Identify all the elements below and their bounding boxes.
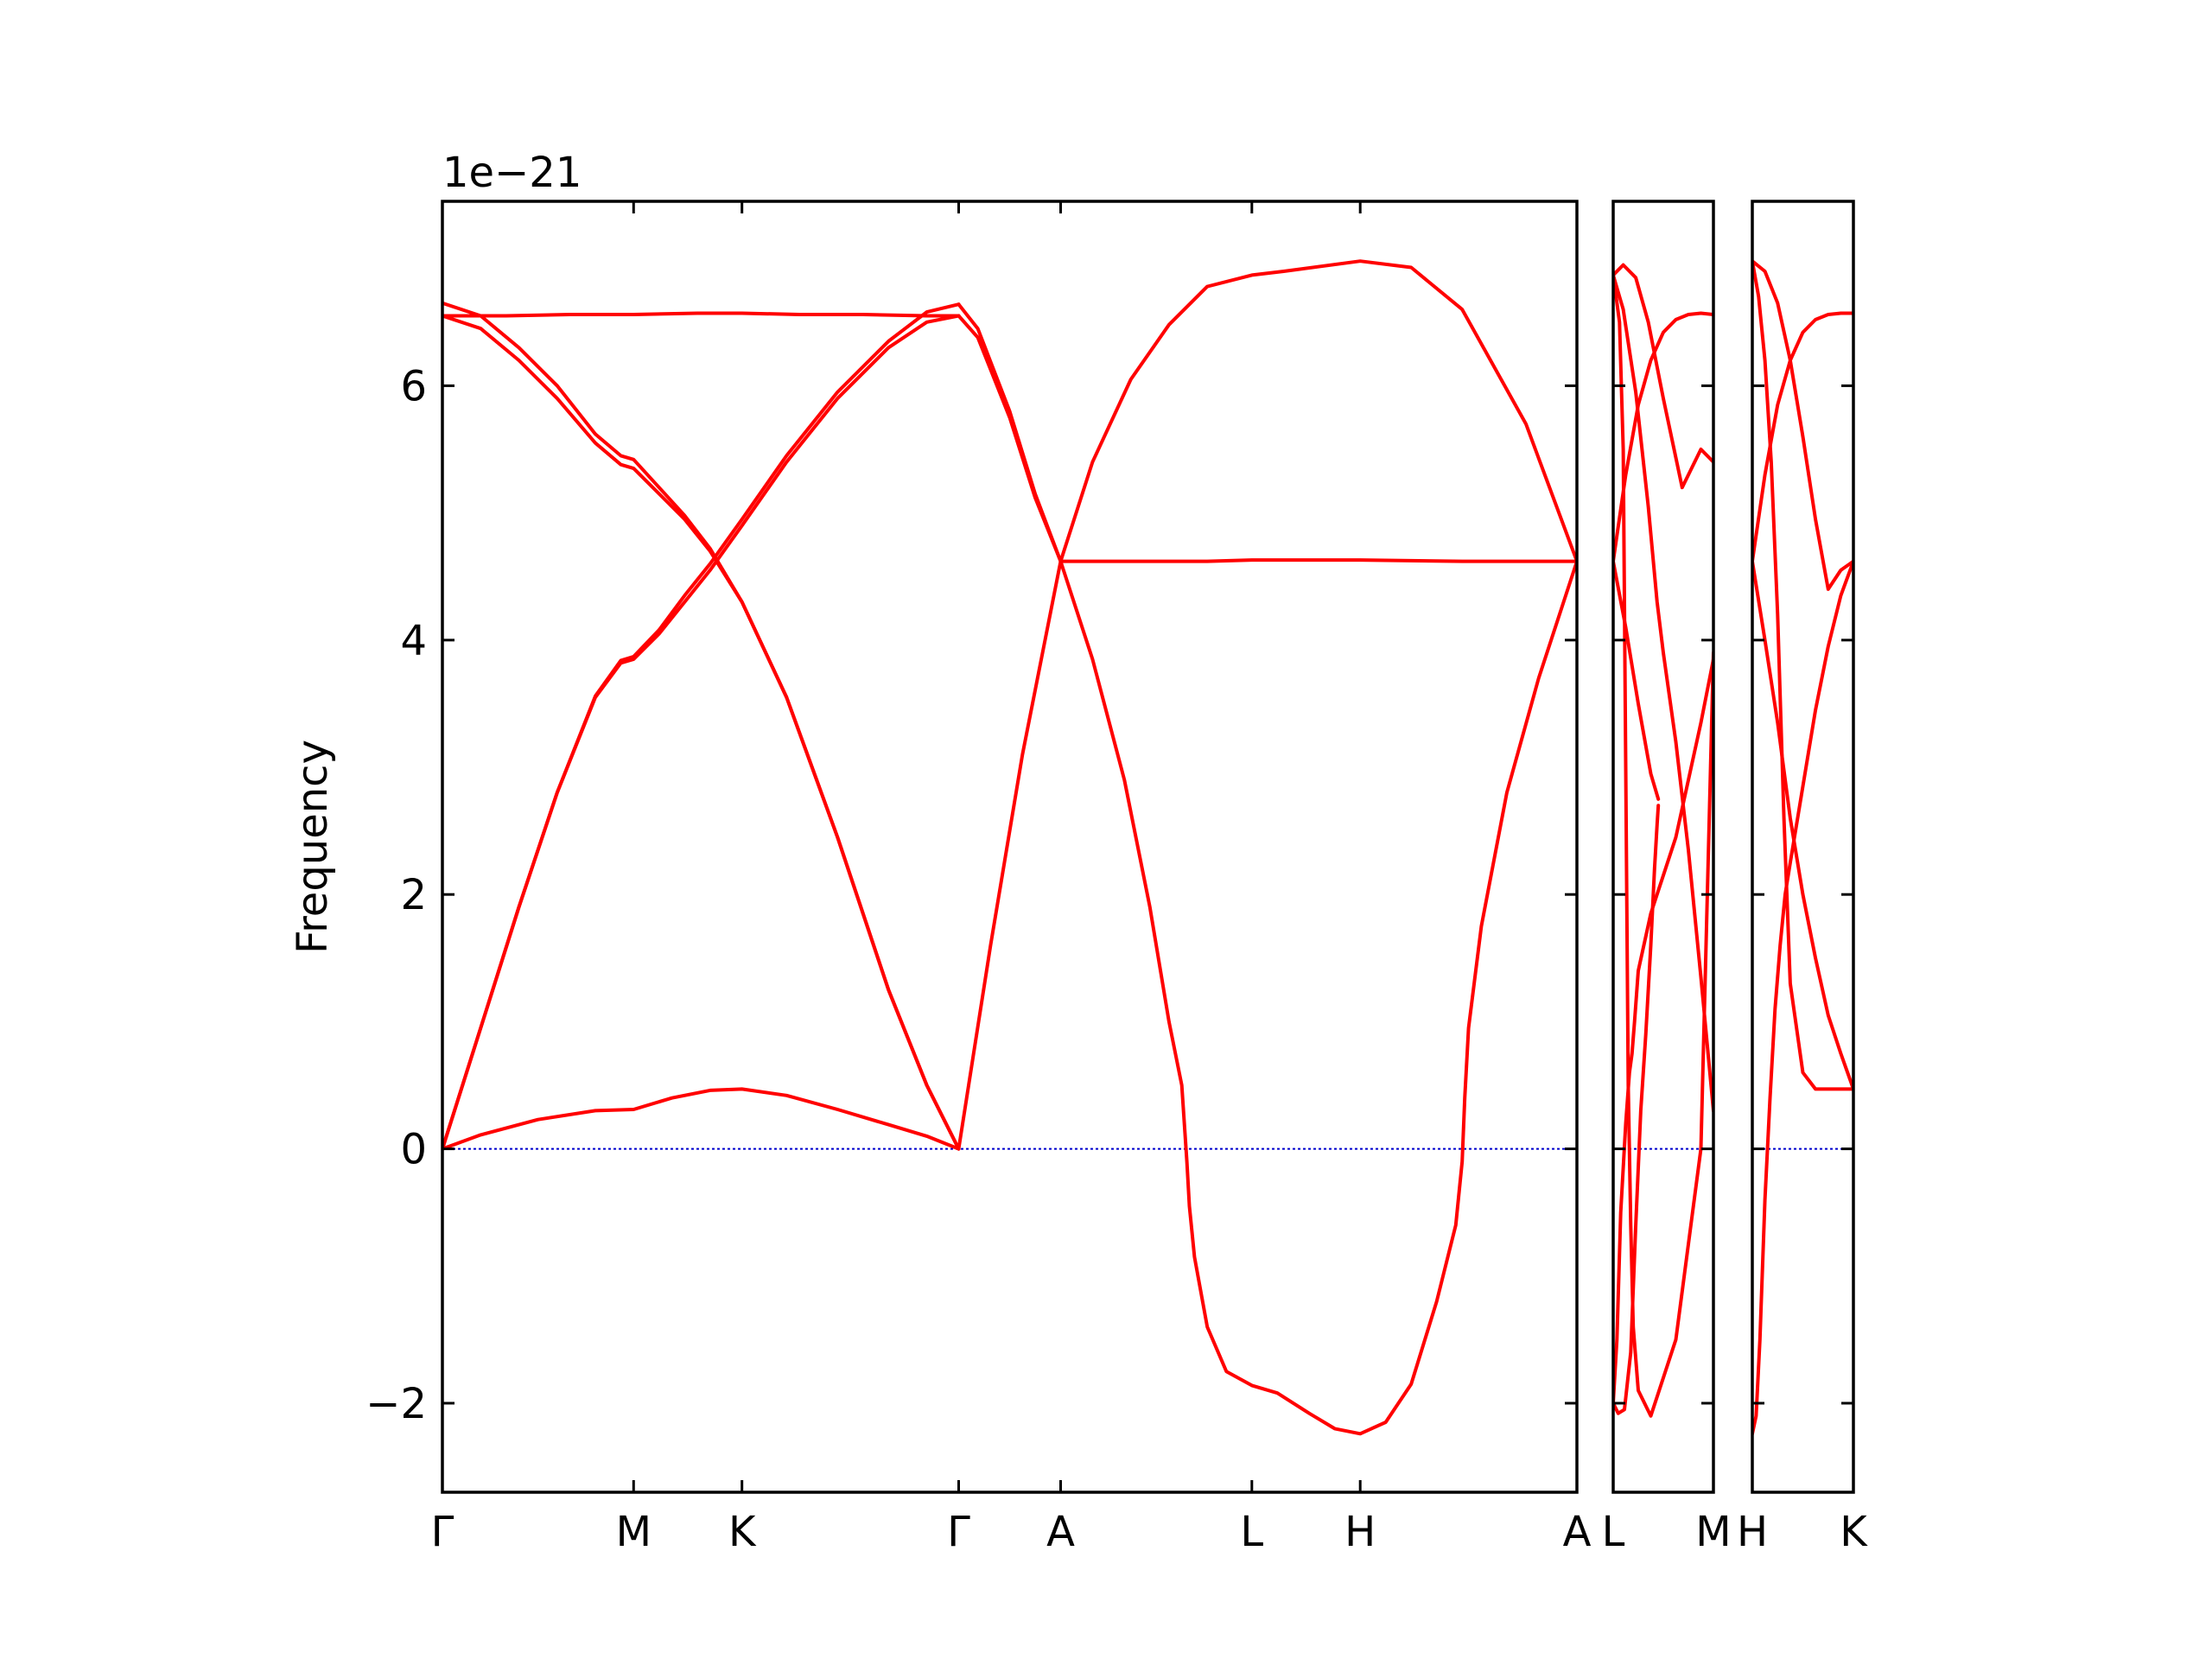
- band-line: [1058, 259, 1577, 563]
- panel-frame: [1751, 200, 1855, 1494]
- band-line: [442, 314, 961, 1151]
- band-line: [442, 301, 961, 1151]
- y-tick-label: 6: [400, 362, 427, 410]
- band-line: [1058, 559, 1577, 1436]
- x-tick-label: L: [1240, 1508, 1263, 1556]
- y-tick-label: −2: [365, 1380, 427, 1428]
- y-offset-text: 1e−21: [442, 149, 582, 197]
- panel-frame: [1611, 200, 1715, 1494]
- x-tick-label: L: [1602, 1508, 1625, 1556]
- band-line: [442, 314, 961, 1151]
- band-line: [1752, 559, 1853, 1091]
- band-line: [1752, 559, 1853, 1436]
- x-tick-label: H: [1737, 1508, 1768, 1556]
- band-line: [957, 559, 1063, 1151]
- band-line: [1613, 804, 1661, 1415]
- x-tick-label: A: [1046, 1508, 1075, 1556]
- panel-frame: [441, 200, 1579, 1494]
- band-line: [957, 314, 1063, 563]
- panel-1: −2 0 2 4 6 Γ M K Γ A L H A: [365, 200, 1592, 1556]
- band-line: [442, 311, 961, 318]
- band-line: [1058, 558, 1577, 563]
- band-line: [1613, 273, 1713, 1418]
- band-line: [442, 1087, 961, 1151]
- x-tick-label: K: [728, 1508, 757, 1556]
- band-line: [1752, 259, 1853, 591]
- band-line: [442, 302, 961, 1151]
- band-line: [1613, 657, 1713, 1405]
- band-line: [1752, 259, 1853, 1091]
- x-tick-label: Γ: [431, 1508, 454, 1556]
- x-tick-label: Γ: [947, 1508, 970, 1556]
- y-axis-label: Frequency: [289, 740, 337, 954]
- y-tick-label: 4: [400, 617, 427, 665]
- band-line: [1613, 263, 1713, 490]
- x-tick-label: M: [616, 1508, 652, 1556]
- x-tick-label: K: [1840, 1508, 1868, 1556]
- band-line: [1613, 559, 1661, 801]
- x-tick-label: A: [1563, 1508, 1592, 1556]
- band-line: [1613, 273, 1713, 1113]
- x-tick-label: M: [1695, 1508, 1731, 1556]
- band-line: [1613, 311, 1713, 563]
- y-tick-label: 2: [400, 871, 427, 919]
- y-tick-label: 0: [400, 1126, 427, 1174]
- x-tick-label: H: [1344, 1508, 1376, 1556]
